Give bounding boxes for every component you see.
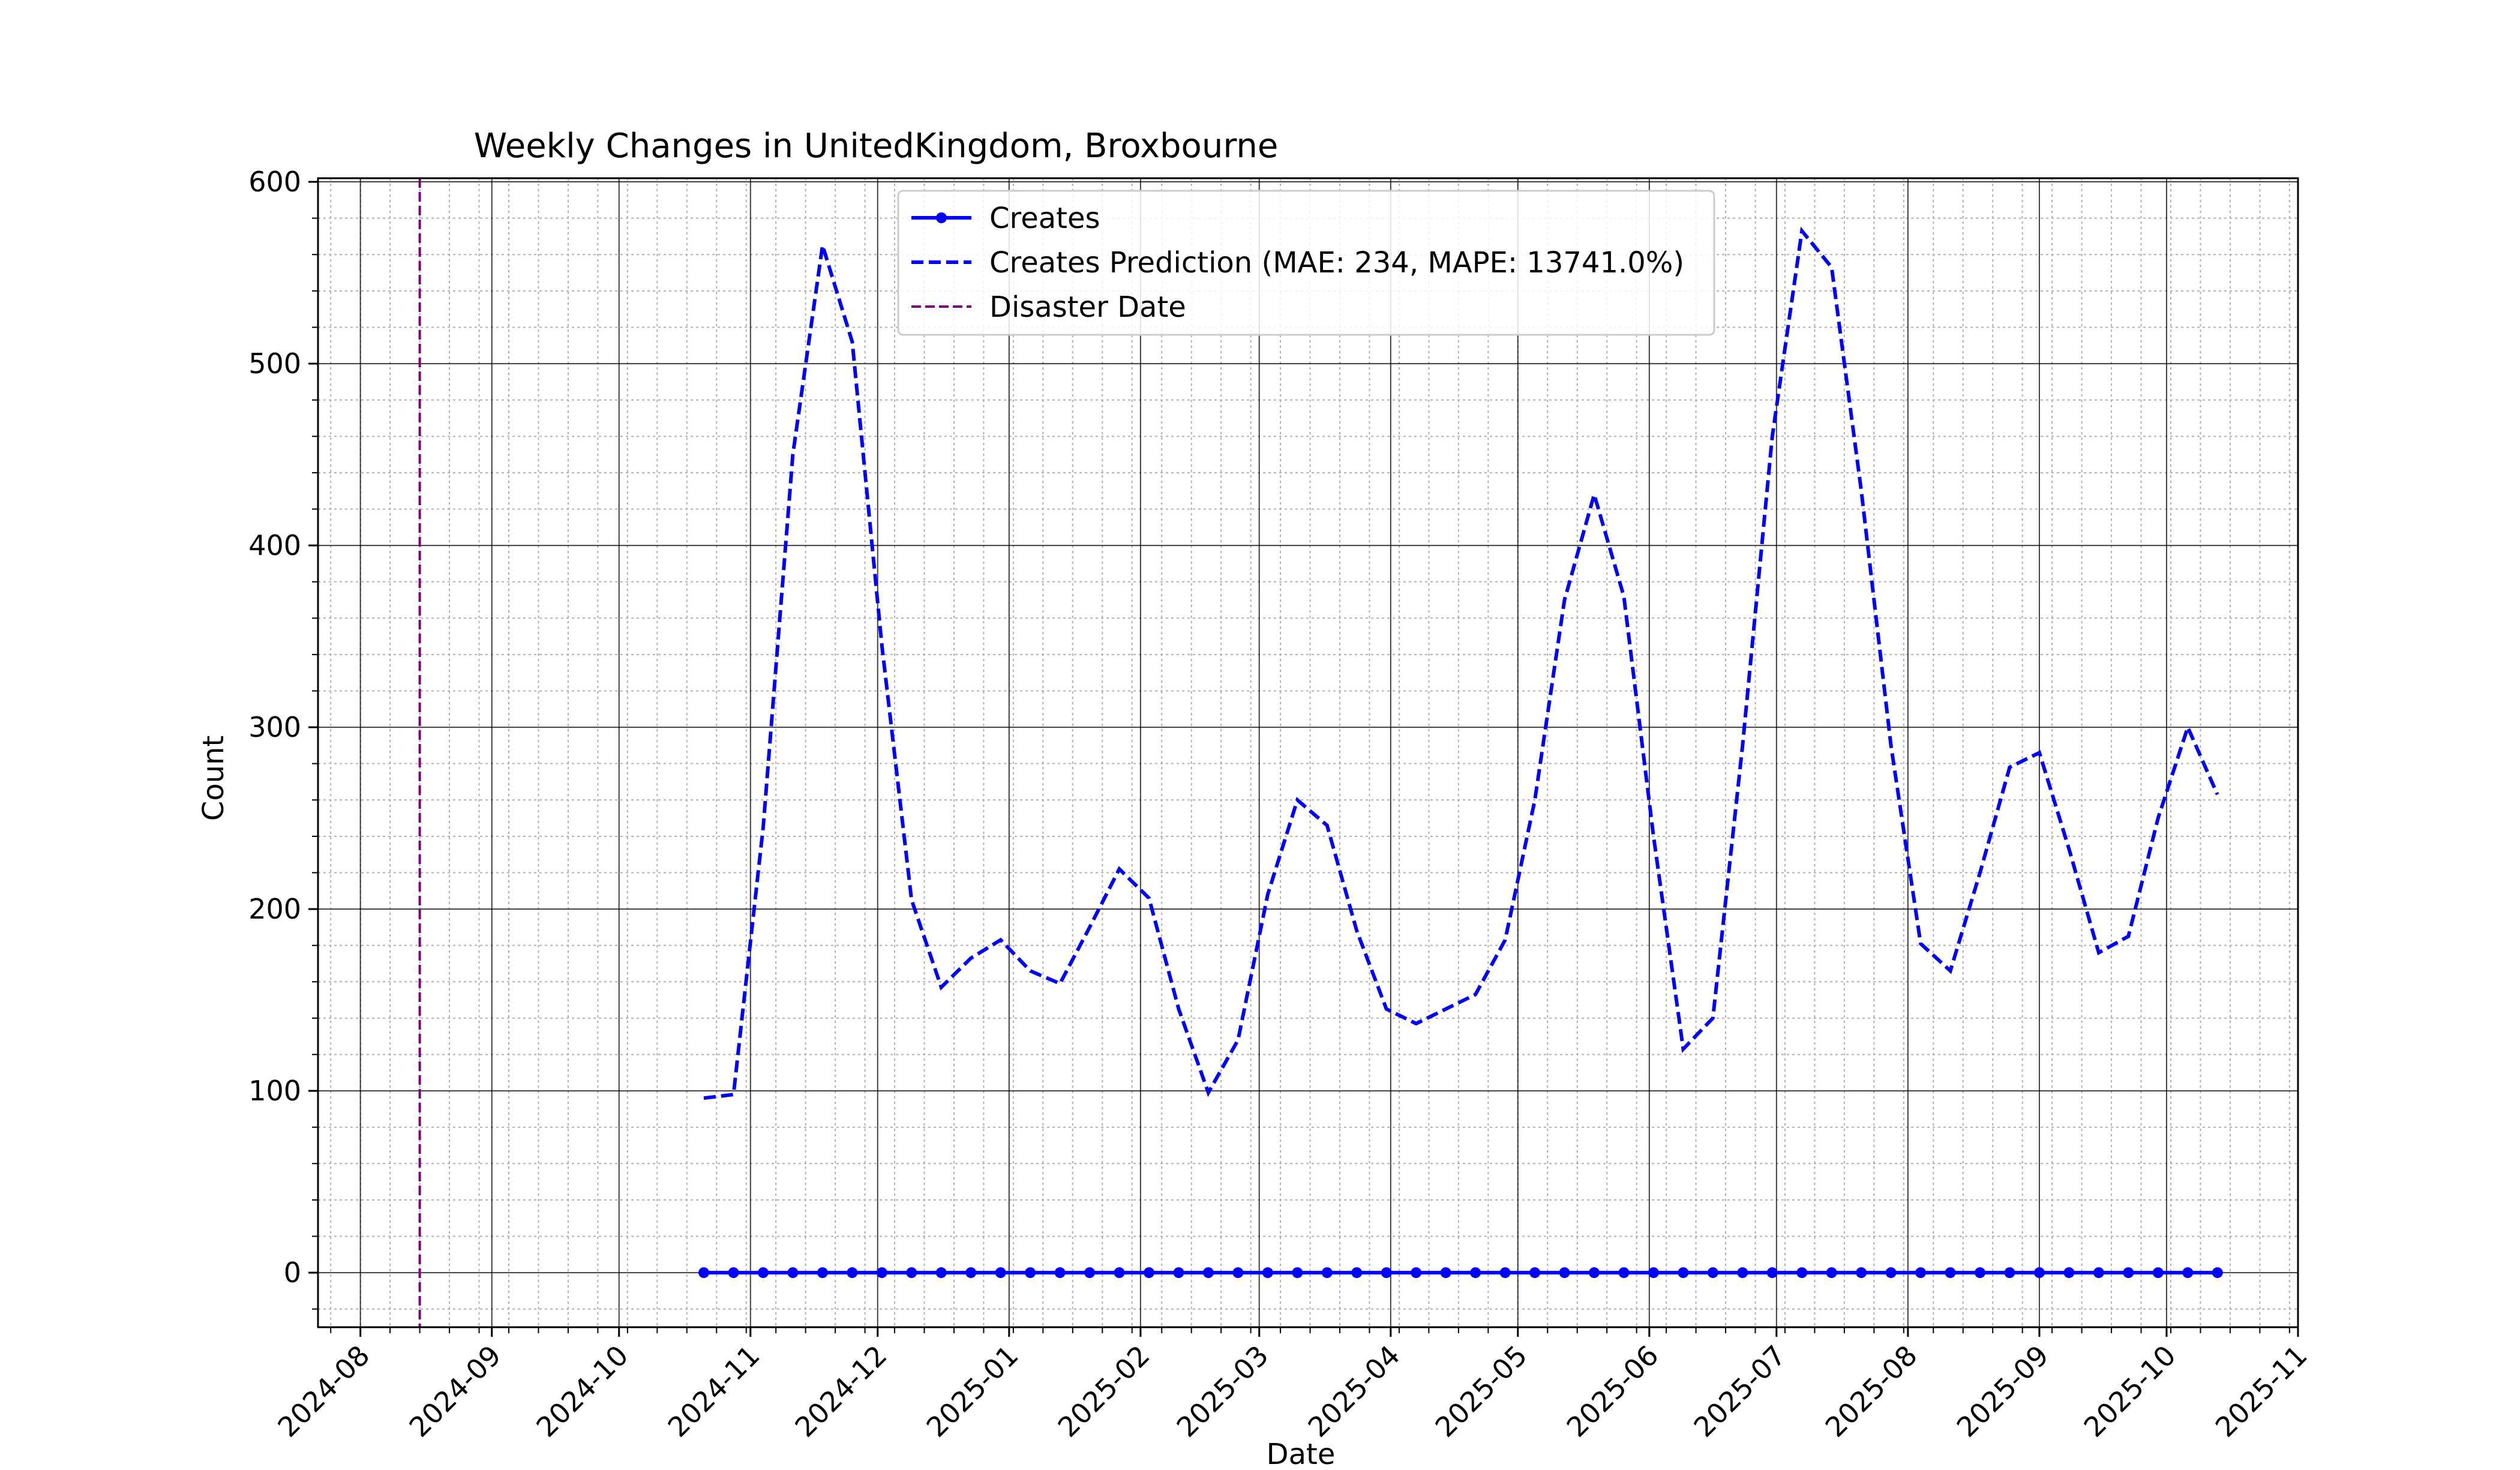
creates-point [2212,1267,2223,1279]
x-tick-label: 2025-03 [1170,1339,1274,1444]
creates-point [2152,1267,2164,1279]
x-axis-label: Date [1267,1438,1336,1470]
creates-point [1144,1267,1155,1279]
creates-point [2063,1267,2075,1279]
legend-item[interactable]: Creates [911,202,1100,235]
creates-point [1292,1267,1303,1279]
x-tick-label: 2025-02 [1052,1339,1156,1444]
creates-point [1440,1267,1451,1279]
creates-point [1173,1267,1184,1279]
creates-point [1202,1267,1214,1279]
legend-marker [936,212,947,223]
x-tick-label: 2024-12 [788,1339,893,1444]
y-tick-label: 100 [248,1075,301,1107]
creates-point [1351,1267,1363,1279]
x-tick-label: 2025-07 [1688,1339,1792,1444]
y-tick-label: 0 [284,1256,301,1289]
creates-point [1945,1267,1956,1279]
creates-point [1707,1267,1718,1279]
creates-point [1114,1267,1125,1279]
creates-point [1796,1267,1808,1279]
creates-point [1054,1267,1066,1279]
creates-point [787,1267,799,1279]
x-axis-ticks: 2024-08 2024-09 2024-10 2024-11 2024-12 2025-… [271,1327,2314,1444]
legend-item[interactable]: Disaster Date [911,290,1186,324]
x-tick-label: 2024-10 [530,1339,634,1444]
legend-item[interactable]: Creates Prediction (MAE: 234, MAPE: 1374… [911,246,1684,280]
legend-label: Creates [989,202,1100,235]
creates-point [995,1267,1006,1279]
y-axis-ticks: 0 100 200 300 400 500 600 [248,166,318,1289]
y-tick-label: 200 [248,893,301,925]
creates-point [1648,1267,1659,1279]
creates-point [1470,1267,1481,1279]
x-tick-label: 2025-01 [920,1339,1025,1444]
creates-point [1321,1267,1333,1279]
y-tick-label: 300 [248,711,301,743]
minor-grid [312,178,2298,1333]
creates-point [1411,1267,1422,1279]
plot-frame [317,177,2299,1328]
creates-point [1262,1267,1273,1279]
creates-point [1084,1267,1096,1279]
creates-point [1025,1267,1036,1279]
creates-point [2033,1267,2045,1279]
creates-point [935,1267,947,1279]
creates-point [1499,1267,1511,1279]
legend-label: Disaster Date [989,290,1186,324]
series-layer [698,226,2223,1279]
creates-point [1766,1267,1778,1279]
legend-label: Creates Prediction (MAE: 234, MAPE: 1374… [989,246,1684,280]
creates-point [728,1267,739,1279]
creates-point [1529,1267,1541,1279]
x-tick-label: 2025-08 [1819,1339,1924,1444]
creates-point [2004,1267,2015,1279]
creates-point [1915,1267,1927,1279]
y-axis-label: Count [197,736,230,821]
x-tick-label: 2025-10 [2078,1339,2182,1444]
major-grid [318,178,2299,1327]
y-tick-label: 500 [248,347,301,380]
legend-box [897,190,1715,336]
x-tick-label: 2025-04 [1301,1339,1406,1444]
creates-point [1588,1267,1600,1279]
creates-point [1826,1267,1837,1279]
y-tick-label: 600 [248,166,301,198]
chart-title: Weekly Changes in UnitedKingdom, Broxbou… [474,127,1279,166]
x-tick-label: 2025-05 [1429,1339,1533,1444]
creates-point [1856,1267,1867,1279]
creates-point [1678,1267,1689,1279]
creates-point [847,1267,858,1279]
creates-point [757,1267,769,1279]
creates-point [1381,1267,1392,1279]
x-tick-label: 2024-09 [403,1339,507,1444]
creates-point [817,1267,828,1279]
x-tick-label: 2024-11 [661,1339,766,1444]
x-tick-label: 2025-09 [1951,1339,2055,1444]
creates-point [1232,1267,1244,1279]
legend[interactable]: Creates Creates Prediction (MAE: 234, MAP… [897,190,1715,336]
x-tick-label: 2025-06 [1561,1339,1665,1444]
creates-point [906,1267,917,1279]
x-tick-label: 2024-08 [271,1339,376,1444]
creates-point [2093,1267,2104,1279]
creates-point [1885,1267,1897,1279]
y-tick-label: 400 [248,529,301,562]
x-tick-label: 2025-11 [2209,1339,2314,1444]
prediction-series-line [703,226,2219,1100]
creates-point [2123,1267,2134,1279]
creates-point [1559,1267,1570,1279]
creates-point [1737,1267,1748,1279]
creates-point [1618,1267,1630,1279]
creates-point [698,1267,710,1279]
creates-point [876,1267,887,1279]
creates-point [965,1267,977,1279]
creates-point [1975,1267,1986,1279]
creates-point [2182,1267,2194,1279]
